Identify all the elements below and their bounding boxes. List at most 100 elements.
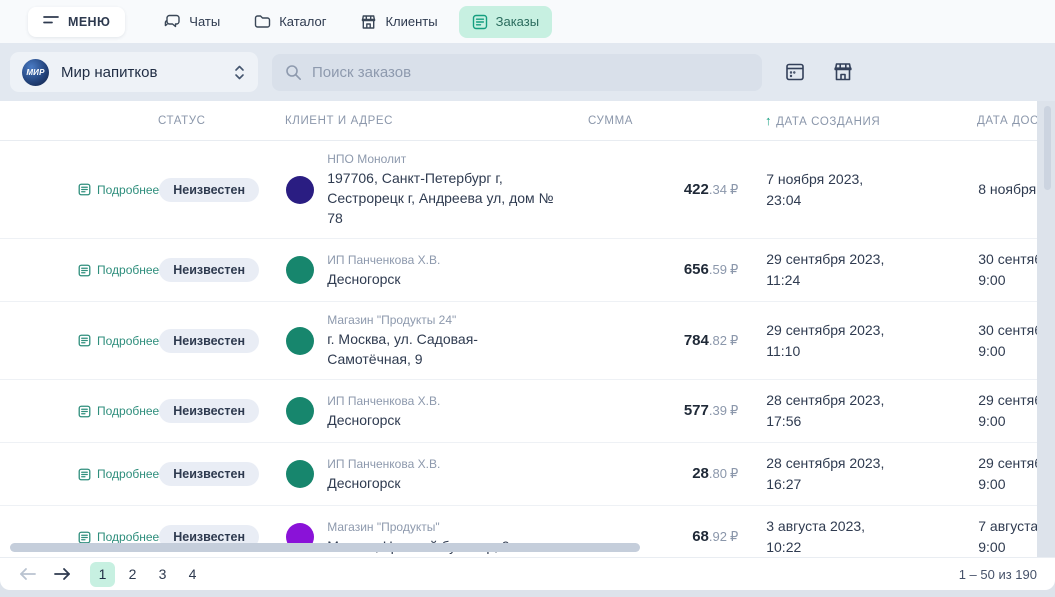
menu-label: МЕНЮ — [68, 14, 111, 29]
details-icon — [78, 334, 91, 347]
created-date: 7 ноября 2023, 23:04 — [766, 170, 864, 208]
status-badge: Неизвестен — [159, 328, 259, 353]
created-date: 28 сентября 2023, 16:27 — [766, 455, 885, 492]
chevron-updown-icon — [233, 64, 246, 81]
delivery-date: 29 сентября9:00 — [978, 392, 1037, 429]
search-icon — [285, 64, 302, 81]
next-page-arrow-icon[interactable] — [53, 567, 72, 581]
details-link[interactable]: Подробнее — [78, 404, 159, 418]
client-address: г. Москва, ул. Садовая-Самотёчная, 9 — [327, 331, 478, 367]
menu-icon — [43, 14, 59, 29]
page-buttons: 1 2 3 4 — [90, 561, 205, 587]
order-sum: 656.59 ₽ — [683, 261, 739, 278]
storefront-icon — [360, 14, 377, 30]
client-name: ИП Панченкова Х.В. — [327, 456, 441, 471]
column-header-sum: СУММА — [588, 114, 634, 127]
table-row[interactable]: Подробнее Неизвестен ИП Панченкова Х.В. Д… — [0, 239, 1037, 302]
chat-icon — [164, 14, 181, 30]
pagination-bar: 1 2 3 4 1 – 50 из 190 — [0, 557, 1055, 590]
tab-orders[interactable]: Заказы — [458, 5, 553, 38]
client-name: Магазин "Продукты 24" — [327, 313, 457, 327]
tab-chats[interactable]: Чаты — [151, 6, 233, 38]
delivery-date: 30 сентября9:00 — [978, 251, 1037, 288]
orders-icon — [472, 14, 488, 30]
client-address: Десногорск — [327, 411, 401, 428]
page-button-4[interactable]: 4 — [188, 566, 197, 582]
search-input[interactable] — [312, 63, 749, 81]
sort-ascending-icon: ↑ — [765, 113, 773, 128]
company-selector[interactable]: МИР Мир напитков — [10, 52, 258, 92]
orders-table: СТАТУС КЛИЕНТ И АДРЕС СУММА ↑ ДАТА СОЗДАН… — [0, 101, 1037, 557]
order-sum: 422.34 ₽ — [683, 180, 739, 198]
table-row[interactable]: Подробнее Неизвестен ИП Панченкова Х.В. Д… — [0, 443, 1037, 506]
store-view-icon[interactable] — [832, 61, 854, 83]
client-avatar — [286, 460, 315, 488]
client-name: ИП Панченкова Х.В. — [327, 393, 441, 408]
status-badge: Неизвестен — [159, 258, 259, 282]
status-badge: Неизвестен — [159, 177, 259, 202]
client-name: НПО Монолит — [327, 152, 407, 166]
tab-chats-label: Чаты — [189, 14, 221, 29]
details-link[interactable]: Подробнее — [78, 183, 159, 197]
menu-button[interactable]: МЕНЮ — [28, 6, 126, 37]
client-address: 197706, Санкт-Петербург г, Сестрорецк г,… — [327, 170, 554, 226]
table-row[interactable]: Подробнее Неизвестен Магазин "Продукты 2… — [0, 302, 1037, 380]
client-avatar — [286, 397, 315, 425]
created-date: 28 сентября 2023, 17:56 — [766, 392, 885, 429]
client-name: ИП Панченкова Х.В. — [327, 252, 441, 267]
details-icon — [78, 183, 91, 196]
column-header-delivery: ДАТА ДОСТАВКИ — [977, 114, 1037, 127]
tab-clients[interactable]: Клиенты — [347, 6, 450, 38]
client-avatar — [286, 256, 315, 284]
order-sum: 784.82 ₽ — [683, 331, 739, 349]
tab-clients-label: Клиенты — [385, 14, 438, 29]
created-date: 29 сентября 2023, 11:10 — [766, 321, 885, 359]
column-header-status: СТАТУС — [158, 114, 206, 127]
client-avatar — [286, 175, 315, 204]
details-icon — [78, 468, 91, 480]
vertical-scrollbar[interactable] — [1044, 106, 1051, 190]
table-row[interactable]: Подробнее Неизвестен ИП Панченкова Х.В. Д… — [0, 380, 1037, 443]
column-header-created[interactable]: ↑ ДАТА СОЗДАНИЯ — [765, 113, 881, 128]
horizontal-scrollbar[interactable] — [10, 543, 640, 552]
delivery-date: 8 ноября — [978, 181, 1037, 197]
created-date: 29 сентября 2023, 11:24 — [766, 251, 885, 288]
folder-icon — [254, 14, 271, 29]
results-range-label: 1 – 50 из 190 — [958, 566, 1037, 582]
details-icon — [78, 264, 91, 276]
page-button-3[interactable]: 3 — [158, 566, 167, 582]
client-avatar — [286, 326, 315, 355]
search-box — [272, 53, 762, 91]
order-sum: 68.92 ₽ — [692, 528, 739, 545]
page-button-1[interactable]: 1 — [90, 561, 115, 587]
delivery-date: 7 августа 9:00 — [978, 518, 1037, 555]
order-sum: 28.80 ₽ — [692, 465, 739, 482]
client-address: Десногорск — [327, 270, 401, 287]
panel-view-icon[interactable] — [784, 61, 806, 83]
details-icon — [78, 405, 91, 417]
details-link[interactable]: Подробнее — [78, 334, 159, 348]
details-icon — [78, 531, 91, 543]
client-address: Десногорск — [327, 474, 401, 491]
toolbar-view-icons — [784, 61, 854, 83]
tab-catalog[interactable]: Каталог — [241, 6, 339, 37]
page-button-2[interactable]: 2 — [128, 566, 137, 582]
tab-catalog-label: Каталог — [279, 14, 327, 29]
table-row[interactable]: Подробнее Неизвестен НПО Монолит 197706, … — [0, 141, 1037, 239]
tab-orders-label: Заказы — [495, 14, 540, 29]
table-header-row: СТАТУС КЛИЕНТ И АДРЕС СУММА ↑ ДАТА СОЗДАН… — [0, 101, 1037, 141]
details-link[interactable]: Подробнее — [78, 467, 159, 481]
company-name: Мир напитков — [61, 63, 158, 81]
toolbar: МИР Мир напитков — [0, 43, 1055, 101]
created-date: 3 августа 2023, 10:22 — [766, 518, 866, 555]
delivery-date: 29 сентября9:00 — [978, 455, 1037, 492]
status-badge: Неизвестен — [159, 399, 259, 423]
status-badge: Неизвестен — [159, 462, 259, 486]
details-link[interactable]: Подробнее — [78, 263, 159, 277]
details-link[interactable]: Подробнее — [78, 530, 159, 544]
previous-page-arrow-icon[interactable] — [18, 567, 37, 581]
delivery-date: 30 сентября9:00 — [978, 321, 1037, 359]
company-logo: МИР — [22, 58, 49, 86]
nav-tabs: Чаты Каталог Клиенты Заказы — [151, 5, 553, 38]
